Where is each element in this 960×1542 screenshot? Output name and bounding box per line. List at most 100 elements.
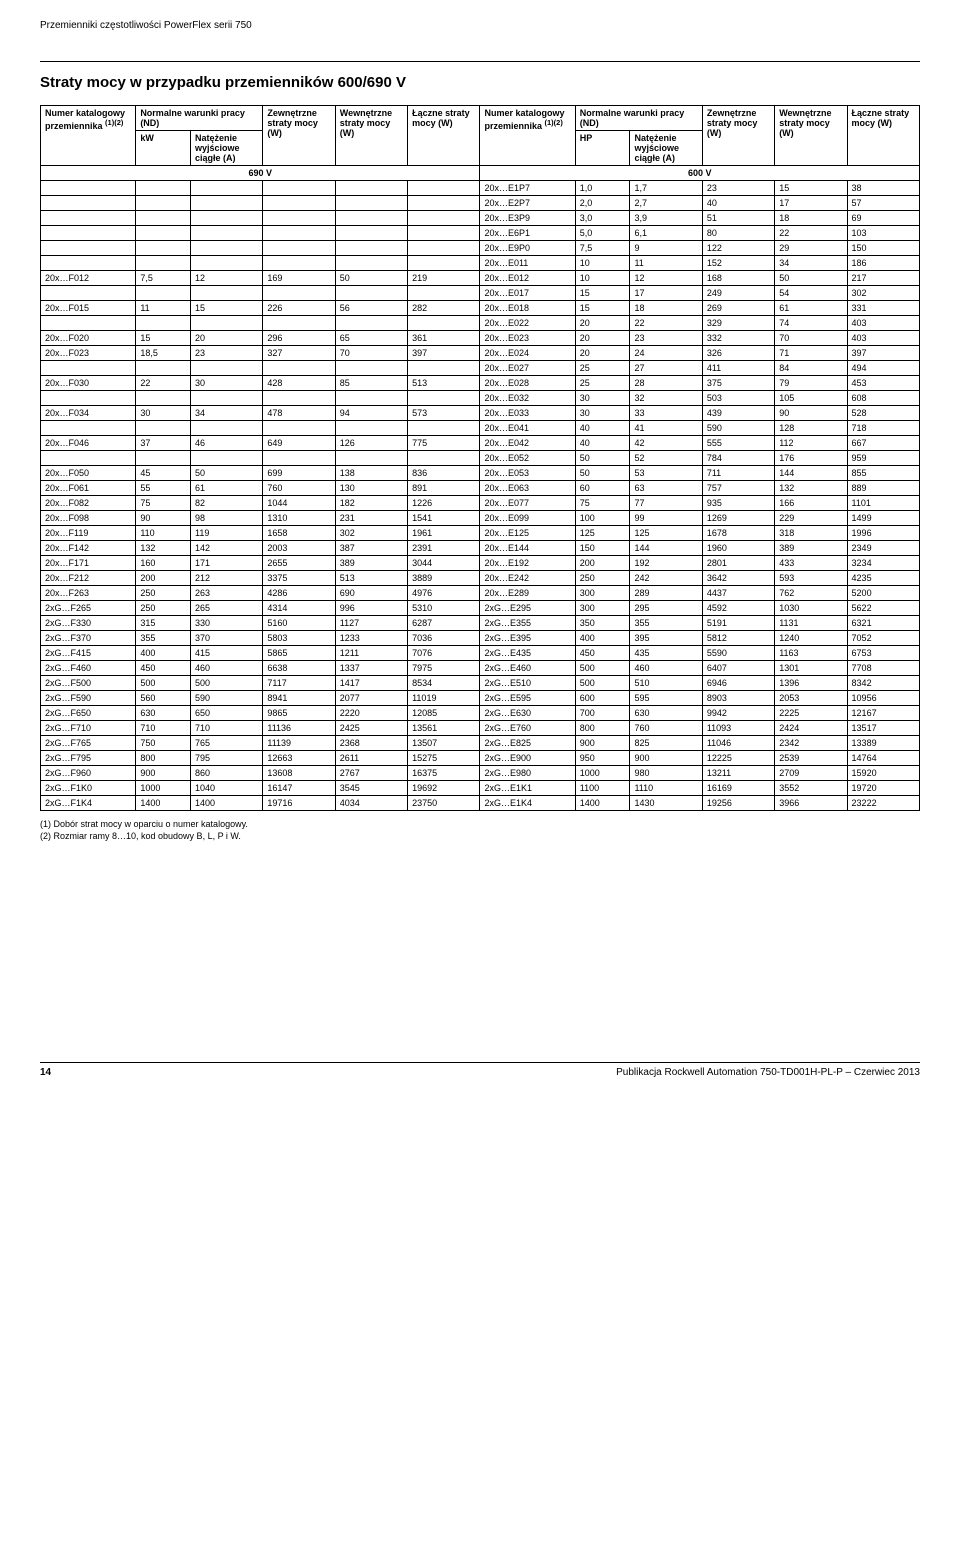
cell: 265	[191, 601, 263, 616]
cell	[191, 211, 263, 226]
cell	[136, 391, 191, 406]
col-current-right: Natężenie wyjściowe ciągłe (A)	[630, 131, 702, 166]
cell: 24	[630, 346, 702, 361]
page-header: Przemienniki częstotliwości PowerFlex se…	[40, 20, 920, 31]
cell: 718	[847, 421, 919, 436]
cell: 25	[575, 376, 630, 391]
cell: 56	[335, 301, 407, 316]
cell: 2xG…E295	[480, 601, 575, 616]
cell	[408, 241, 480, 256]
cell: 2xG…F265	[41, 601, 136, 616]
cell: 494	[847, 361, 919, 376]
cell: 302	[847, 286, 919, 301]
cell: 836	[408, 466, 480, 481]
cell: 22	[775, 226, 847, 241]
cell: 2xG…F1K0	[41, 781, 136, 796]
cell: 150	[847, 241, 919, 256]
cell: 40	[575, 436, 630, 451]
cell: 20x…F023	[41, 346, 136, 361]
cell: 9942	[702, 706, 774, 721]
cell: 4314	[263, 601, 335, 616]
cell: 119	[191, 526, 263, 541]
cell: 20x…F171	[41, 556, 136, 571]
cell: 296	[263, 331, 335, 346]
cell: 20x…E242	[480, 571, 575, 586]
cell: 2xG…E355	[480, 616, 575, 631]
cell: 75	[136, 496, 191, 511]
cell: 7052	[847, 631, 919, 646]
cell: 2xG…E980	[480, 766, 575, 781]
cell: 510	[630, 676, 702, 691]
cell	[191, 391, 263, 406]
cell: 10	[575, 256, 630, 271]
table-row: 2xG…F4604504606638133779752xG…E460500460…	[41, 661, 920, 676]
cell: 1269	[702, 511, 774, 526]
cell: 250	[136, 601, 191, 616]
cell: 784	[702, 451, 774, 466]
cell: 50	[575, 451, 630, 466]
cell: 23750	[408, 796, 480, 811]
cell: 29	[775, 241, 847, 256]
cell: 20x…E023	[480, 331, 575, 346]
cell	[263, 316, 335, 331]
cell: 17	[630, 286, 702, 301]
cell: 361	[408, 331, 480, 346]
cell: 2xG…E395	[480, 631, 575, 646]
table-row: 2xG…F710710710111362425135612xG…E7608007…	[41, 721, 920, 736]
cell	[263, 211, 335, 226]
cell: 20x…F212	[41, 571, 136, 586]
cell: 84	[775, 361, 847, 376]
cell: 242	[630, 571, 702, 586]
cell: 503	[702, 391, 774, 406]
cell: 1211	[335, 646, 407, 661]
cell	[191, 256, 263, 271]
table-row: 20x…E2P72,02,7401757	[41, 196, 920, 211]
cell: 5622	[847, 601, 919, 616]
cell: 12	[630, 271, 702, 286]
cell: 3375	[263, 571, 335, 586]
cell: 2xG…F500	[41, 676, 136, 691]
cell	[41, 211, 136, 226]
cell: 7,5	[136, 271, 191, 286]
cell: 5865	[263, 646, 335, 661]
cell: 2349	[847, 541, 919, 556]
cell: 3966	[775, 796, 847, 811]
cell: 1499	[847, 511, 919, 526]
cell: 54	[775, 286, 847, 301]
cell: 5803	[263, 631, 335, 646]
cell: 460	[630, 661, 702, 676]
col-ext-right: Zewnętrzne straty mocy (W)	[702, 106, 774, 166]
cell: 11136	[263, 721, 335, 736]
table-row: 20x…F02318,5233277039720x…E0242024326713…	[41, 346, 920, 361]
cell: 450	[575, 646, 630, 661]
cell: 6753	[847, 646, 919, 661]
cell: 20x…E9P0	[480, 241, 575, 256]
cell: 2,0	[575, 196, 630, 211]
cell: 326	[702, 346, 774, 361]
cell: 2xG…E1K1	[480, 781, 575, 796]
cell: 125	[575, 526, 630, 541]
cell: 20x…F119	[41, 526, 136, 541]
cell	[408, 316, 480, 331]
publication-info: Publikacja Rockwell Automation 750-TD001…	[616, 1067, 920, 1078]
cell: 2xG…E510	[480, 676, 575, 691]
cell	[263, 391, 335, 406]
cell	[191, 286, 263, 301]
cell: 700	[575, 706, 630, 721]
cell: 269	[702, 301, 774, 316]
cell	[136, 241, 191, 256]
cell: 2077	[335, 691, 407, 706]
cell: 20x…E2P7	[480, 196, 575, 211]
cell: 150	[575, 541, 630, 556]
cell: 40	[575, 421, 630, 436]
table-row: 20x…F02015202966536120x…E023202333270403	[41, 331, 920, 346]
cell: 20x…E042	[480, 436, 575, 451]
cell: 1310	[263, 511, 335, 526]
cell: 90	[136, 511, 191, 526]
cell: 20x…E032	[480, 391, 575, 406]
cell: 1400	[191, 796, 263, 811]
cell: 30	[575, 406, 630, 421]
cell: 3,9	[630, 211, 702, 226]
cell: 70	[775, 331, 847, 346]
cell: 11093	[702, 721, 774, 736]
